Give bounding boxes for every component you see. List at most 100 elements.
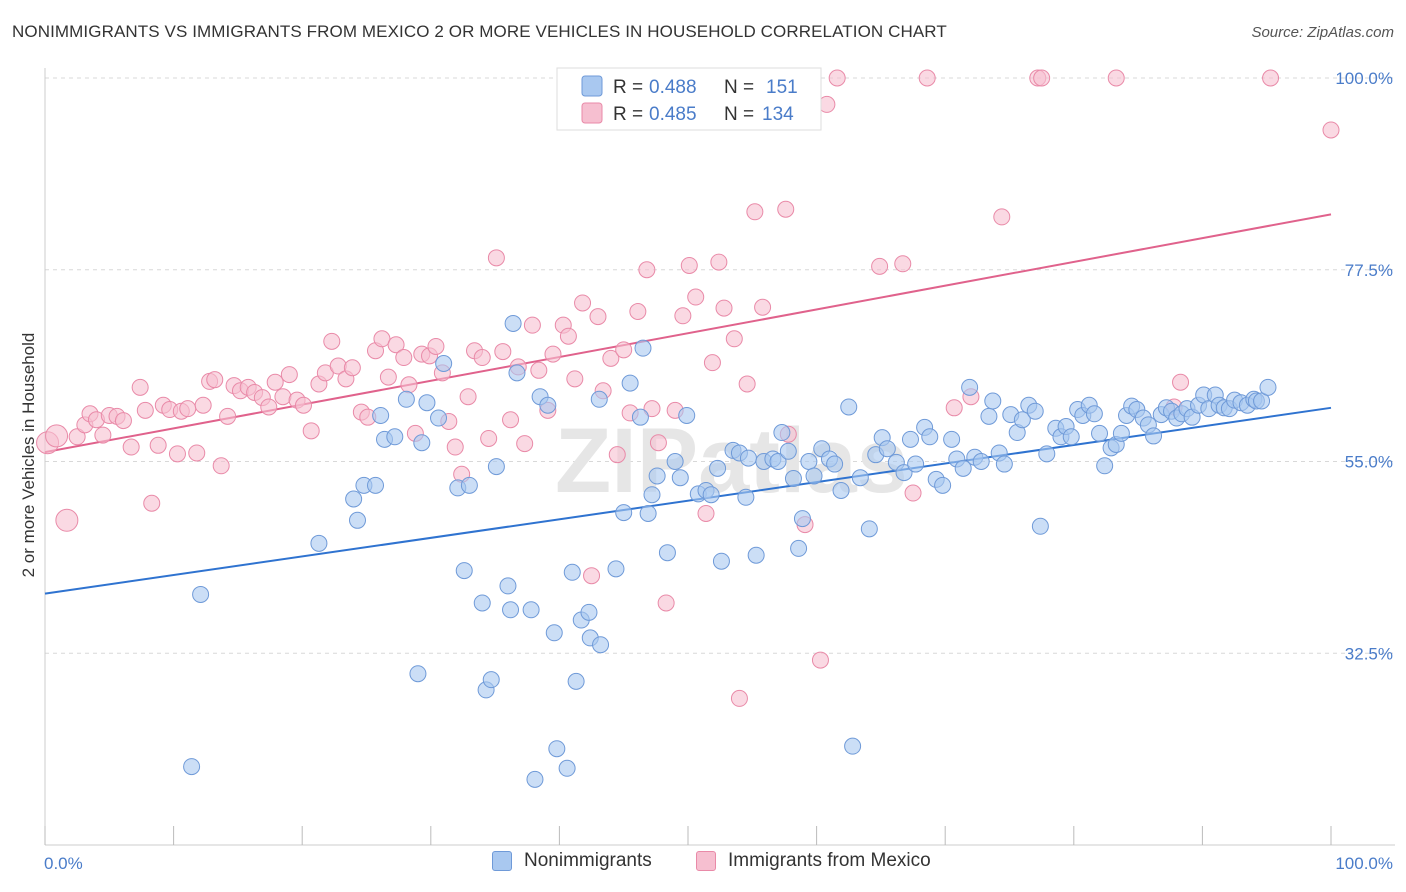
data-point-nonimmigrants <box>397 390 415 408</box>
data-point-nonimmigrants <box>995 455 1013 473</box>
y-tick-label: 77.5% <box>1345 261 1393 280</box>
data-point-immigrants <box>188 444 206 462</box>
data-point-immigrants <box>1322 121 1340 139</box>
legend-swatch-nonimmigrants <box>581 75 603 97</box>
data-point-nonimmigrants <box>984 392 1002 410</box>
data-point-immigrants <box>480 429 498 447</box>
data-point-immigrants <box>427 337 445 355</box>
data-point-immigrants <box>559 327 577 345</box>
data-point-nonimmigrants <box>805 467 823 485</box>
data-point-immigrants <box>266 373 284 391</box>
data-point-immigrants <box>395 349 413 367</box>
data-point-immigrants <box>45 424 69 448</box>
data-point-nonimmigrants <box>548 740 566 758</box>
data-point-immigrants <box>566 370 584 388</box>
data-point-immigrants <box>608 446 626 464</box>
y-axis-label: 2 or more Vehicles in Household <box>19 333 38 578</box>
data-point-immigrants <box>754 298 772 316</box>
data-point-immigrants <box>143 494 161 512</box>
data-point-nonimmigrants <box>747 546 765 564</box>
data-point-nonimmigrants <box>539 396 557 414</box>
data-point-immigrants <box>323 332 341 350</box>
data-point-nonimmigrants <box>769 453 787 470</box>
data-point-immigrants <box>730 689 748 707</box>
data-point-immigrants <box>114 412 132 430</box>
data-point-nonimmigrants <box>712 552 730 570</box>
data-point-immigrants <box>602 349 620 367</box>
data-point-immigrants <box>629 303 647 321</box>
data-point-immigrants <box>94 426 112 444</box>
data-point-nonimmigrants <box>921 428 939 446</box>
data-point-immigrants <box>373 330 391 348</box>
data-point-nonimmigrants <box>639 504 657 522</box>
data-point-nonimmigrants <box>367 476 385 494</box>
data-point-immigrants <box>487 249 505 267</box>
data-point-nonimmigrants <box>563 563 581 581</box>
data-point-nonimmigrants <box>1096 457 1114 475</box>
data-point-nonimmigrants <box>709 459 727 477</box>
legend-swatch-nonimmigrants <box>492 851 512 871</box>
data-point-nonimmigrants <box>502 601 520 619</box>
data-point-immigrants <box>473 349 491 367</box>
tick-labels: 32.5% 55.0% 77.5% 100.0% 0.0% 100.0% <box>44 69 1393 873</box>
data-point-nonimmigrants <box>504 314 522 332</box>
y-tick-label: 55.0% <box>1345 453 1393 472</box>
data-point-nonimmigrants <box>634 339 652 357</box>
data-point-immigrants <box>544 345 562 363</box>
data-point-immigrants <box>680 256 698 274</box>
x-tick-label: 0.0% <box>44 854 83 873</box>
data-point-immigrants <box>446 438 464 456</box>
data-point-nonimmigrants <box>961 378 979 396</box>
data-point-nonimmigrants <box>418 394 436 412</box>
data-point-nonimmigrants <box>793 510 811 528</box>
data-point-nonimmigrants <box>907 455 925 473</box>
data-point-nonimmigrants <box>499 577 517 595</box>
data-point-immigrants <box>657 594 675 612</box>
data-point-immigrants <box>638 261 656 279</box>
y-tick-label: 100.0% <box>1335 69 1393 88</box>
data-point-immigrants <box>649 434 667 452</box>
data-point-nonimmigrants <box>348 511 366 529</box>
data-point-nonimmigrants <box>526 770 544 788</box>
data-point-nonimmigrants <box>773 424 791 442</box>
data-point-immigrants <box>494 343 512 361</box>
data-point-immigrants <box>1033 69 1051 87</box>
data-point-nonimmigrants <box>972 453 990 470</box>
data-point-nonimmigrants <box>409 665 427 683</box>
data-point-nonimmigrants <box>413 434 431 452</box>
data-point-immigrants <box>212 457 230 475</box>
data-point-nonimmigrants <box>522 601 540 619</box>
data-point-nonimmigrants <box>1013 411 1031 429</box>
data-point-nonimmigrants <box>790 539 808 557</box>
data-point-nonimmigrants <box>1145 427 1163 445</box>
data-point-immigrants <box>219 407 237 425</box>
data-point-nonimmigrants <box>455 562 473 580</box>
data-point-immigrants <box>583 567 601 585</box>
legend-n-value: 134 <box>762 104 794 125</box>
data-point-nonimmigrants <box>1026 402 1044 420</box>
data-point-immigrants <box>1172 373 1190 391</box>
data-point-immigrants <box>280 366 298 384</box>
data-point-nonimmigrants <box>648 467 666 485</box>
data-point-immigrants <box>400 376 418 394</box>
data-point-immigrants <box>122 438 140 456</box>
data-point-nonimmigrants <box>784 470 802 488</box>
data-point-nonimmigrants <box>1253 392 1271 410</box>
data-point-immigrants <box>1262 69 1280 87</box>
data-point-nonimmigrants <box>1112 424 1130 442</box>
data-point-nonimmigrants <box>345 490 363 508</box>
legend-label-nonimmigrants: Nonimmigrants <box>524 850 652 871</box>
data-point-nonimmigrants <box>430 409 448 427</box>
legend-top: R = 0.488 N = 151 R = 0.485 N = 134 <box>556 67 822 131</box>
data-point-nonimmigrants <box>310 534 328 552</box>
data-point-immigrants <box>459 388 477 406</box>
legend-label-immigrants: Immigrants from Mexico <box>728 850 931 871</box>
data-point-immigrants <box>643 400 661 418</box>
data-point-immigrants <box>589 308 607 326</box>
legend-swatch-immigrants <box>696 851 716 871</box>
data-point-nonimmigrants <box>934 476 952 494</box>
data-point-nonimmigrants <box>840 398 858 416</box>
data-point-nonimmigrants <box>643 486 661 504</box>
data-point-nonimmigrants <box>980 407 998 425</box>
data-point-nonimmigrants <box>473 594 491 612</box>
